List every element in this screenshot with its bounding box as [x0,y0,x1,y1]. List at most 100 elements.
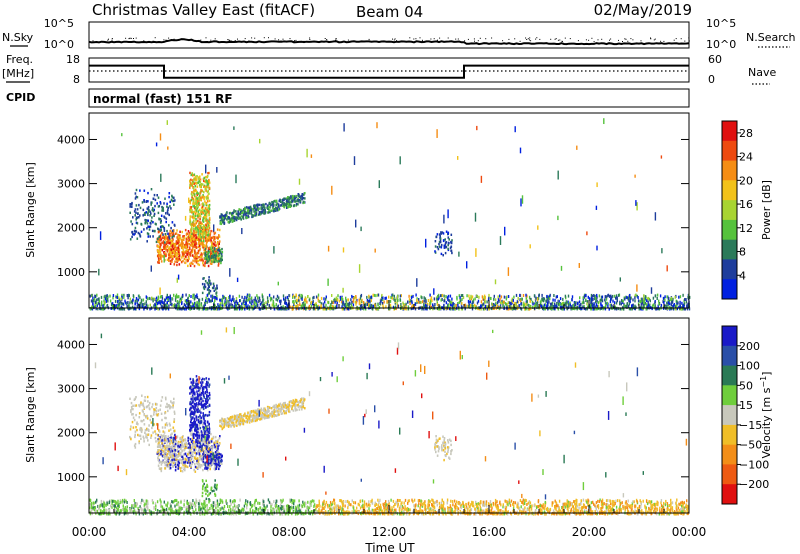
range-cell [105,297,107,301]
range-cell [221,251,224,254]
range-cell [292,300,295,304]
range-cell [158,242,161,245]
range-cell [203,507,206,511]
range-cell [514,126,516,133]
range-cell [112,302,114,306]
range-cell [219,250,221,254]
range-cell [208,281,211,285]
range-cell [200,183,203,186]
range-cell [474,303,476,307]
range-cell [215,236,218,239]
range-cell [621,299,623,302]
range-cell [192,259,194,262]
range-cell [203,248,205,251]
range-cell [302,500,304,504]
range-cell [189,171,191,175]
range-cell [637,296,639,299]
range-cell [212,239,215,242]
range-cell [193,230,196,233]
range-cell [96,303,98,307]
range-cell [379,302,381,305]
nsearch-point [293,41,295,42]
nsearch-point [663,40,665,42]
range-cell [676,303,678,307]
range-cell [679,307,681,311]
range-cell [126,304,128,308]
range-cell [176,503,178,507]
range-cell [170,207,172,210]
range-cell [486,307,488,311]
range-cell [192,295,194,299]
range-cell [649,506,652,510]
frequency-traces [89,64,689,79]
range-cell [286,202,289,205]
cpid-value: normal (fast) 151 RF [93,92,233,106]
range-cell [395,307,397,311]
range-cell [188,307,191,311]
range-cell [263,302,265,306]
range-cell [269,296,272,300]
range-cell [395,299,397,303]
range-cell [578,263,580,268]
range-cell [596,293,598,297]
range-cell [266,296,269,300]
range-cell [178,304,180,308]
range-cell [400,302,402,306]
range-cell [198,200,200,204]
range-cell [560,302,563,306]
range-cell [153,304,155,308]
range-cell [377,303,379,307]
range-cell [187,251,189,254]
range-cell [197,234,200,237]
range-cell [232,219,235,222]
range-cell [235,216,238,220]
range-cell [194,198,196,201]
range-cell [208,186,211,189]
range-cell [221,219,224,222]
range-cell [680,508,682,512]
range-cell [193,204,195,208]
range-cell [203,190,205,194]
range-cell [217,244,220,247]
range-cell [620,302,622,306]
range-cell [443,304,445,308]
range-cell [200,229,202,233]
range-cell [345,299,347,303]
range-cell [194,212,197,215]
range-cell [194,302,197,306]
range-cell [336,297,339,301]
range-cell [447,243,449,247]
range-cell [177,238,180,242]
range-cell [204,254,207,257]
range-cell [254,296,256,300]
range-cell [168,304,170,308]
range-cell [279,200,282,203]
range-cell [151,208,154,212]
range-cell [166,301,168,305]
range-cell [650,287,653,294]
range-cell [404,507,406,511]
range-cell [250,207,252,210]
range-cell [358,264,361,273]
range-cell [327,245,330,252]
range-cell [223,507,225,511]
range-cell [168,246,171,249]
nsearch-point [597,39,599,41]
range-cell [654,304,656,308]
nsearch-point [279,40,281,42]
range-cell [256,304,258,308]
range-cell [145,504,148,508]
range-cell [115,509,117,512]
range-cell [218,254,221,257]
range-cell [461,301,463,305]
range-cell [649,303,651,307]
range-cell [498,299,500,303]
range-cell [216,256,219,259]
range-cell [510,302,512,306]
range-cell [173,196,175,199]
range-cell [289,201,292,204]
range-cell [134,307,137,311]
range-cell [155,142,158,147]
range-cell [193,223,195,226]
range-cell [173,242,175,246]
